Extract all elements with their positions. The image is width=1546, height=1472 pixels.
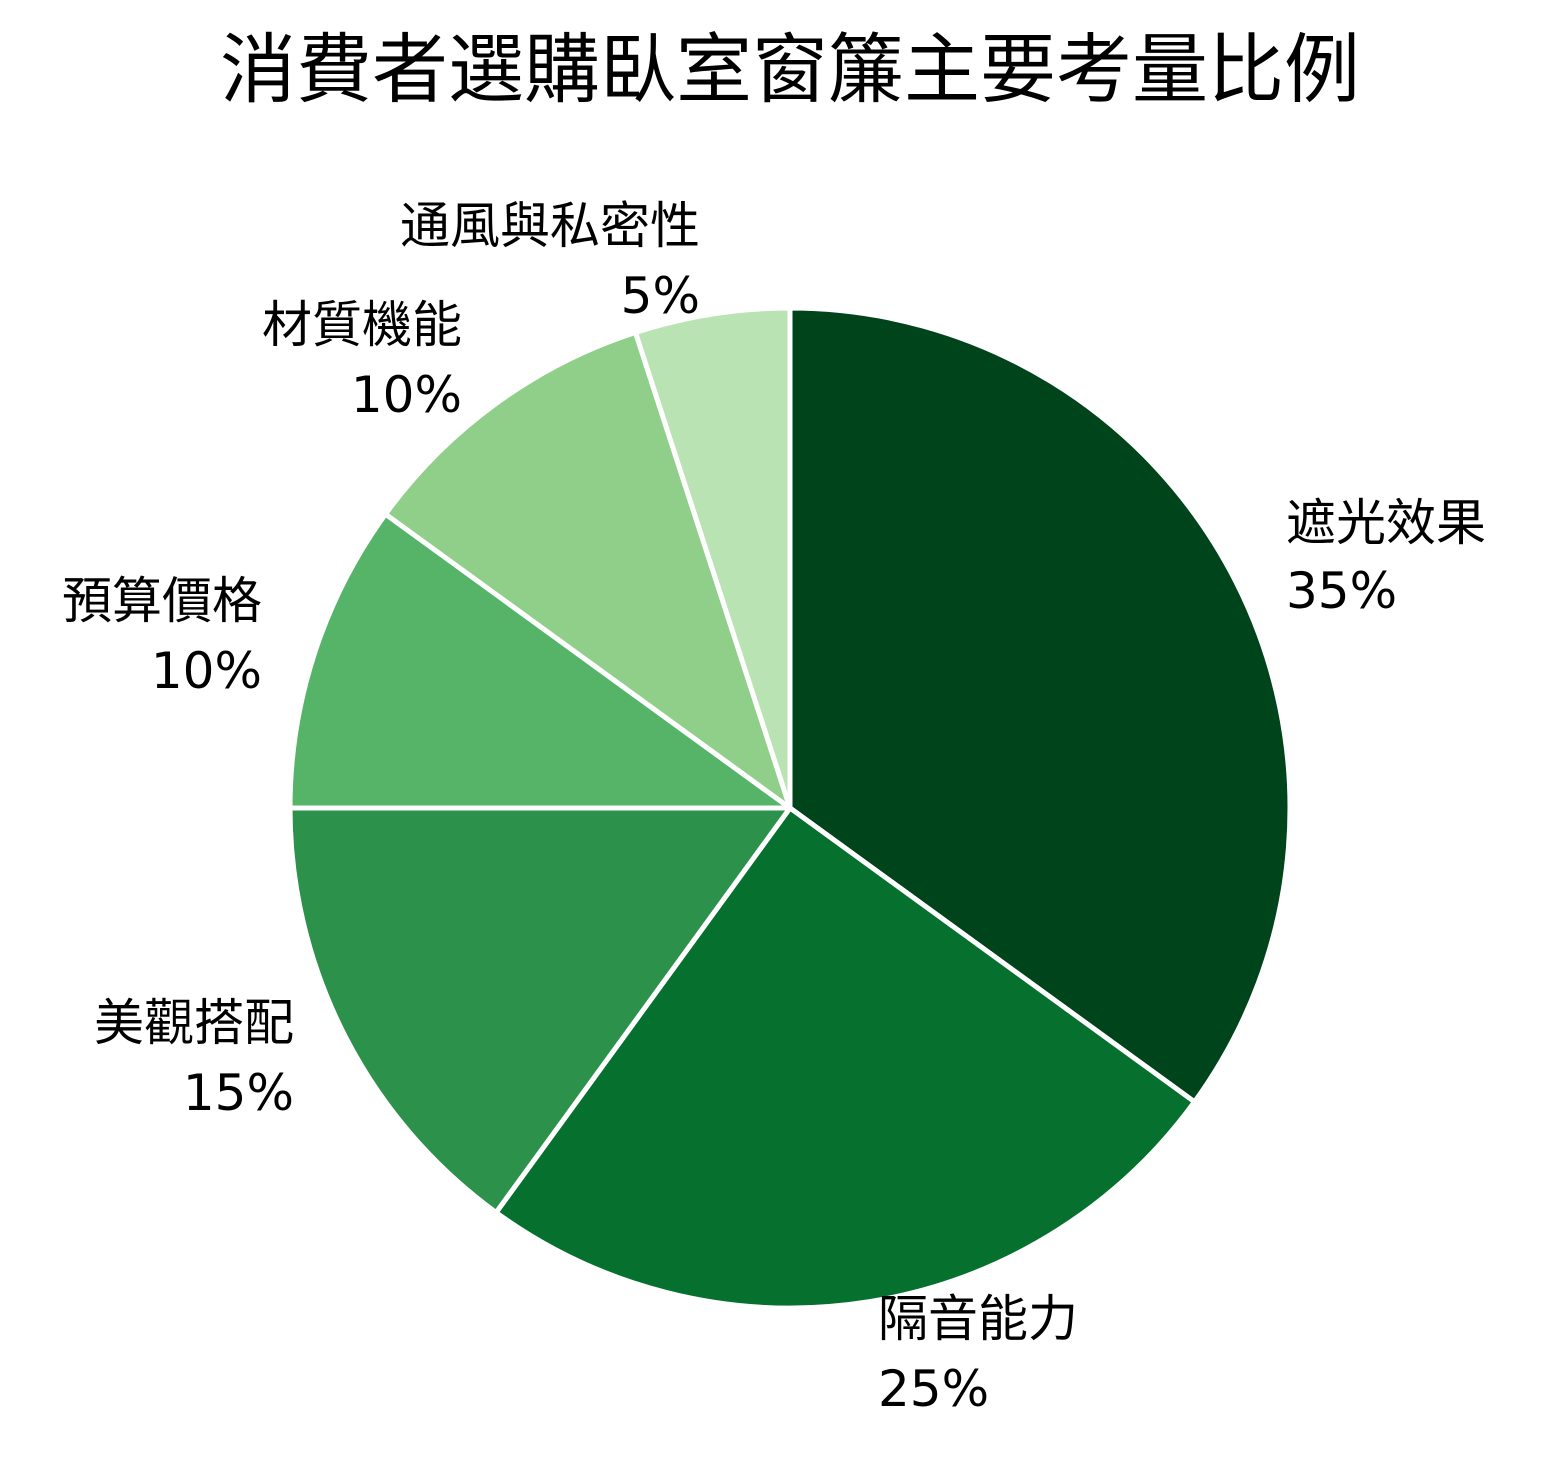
pie-labels: 遮光效果 35% 隔音能力 25% 美觀搭配 15% 預算價格 10% 材質機能 10% 通風與私密… [62,197,1486,1418]
slice-label: 通風與私密性 [400,197,700,255]
slice-percent-label: 15% [183,1064,294,1122]
slice-percent-label: 5% [621,267,700,325]
slice-percent-label: 25% [878,1360,989,1418]
chart-title: 消費者選購臥室窗簾主要考量比例 [220,25,1360,114]
slice-percent-label: 10% [351,366,462,424]
slice-percent-label: 10% [151,642,262,700]
pie-slice [287,805,793,1216]
pie-slice [787,305,1293,1105]
pie-slice [493,805,1198,1311]
slice-label: 材質機能 [262,296,462,354]
slice-percent-label: 35% [1286,562,1397,620]
slice-label: 遮光效果 [1286,494,1486,552]
pie-slice [632,305,793,811]
slice-label: 預算價格 [62,572,262,630]
pie-slices [287,305,1293,1311]
pie-slice [382,329,793,811]
pie-slice [287,511,793,811]
slice-label: 隔音能力 [878,1290,1078,1348]
slice-label: 美觀搭配 [94,994,294,1052]
